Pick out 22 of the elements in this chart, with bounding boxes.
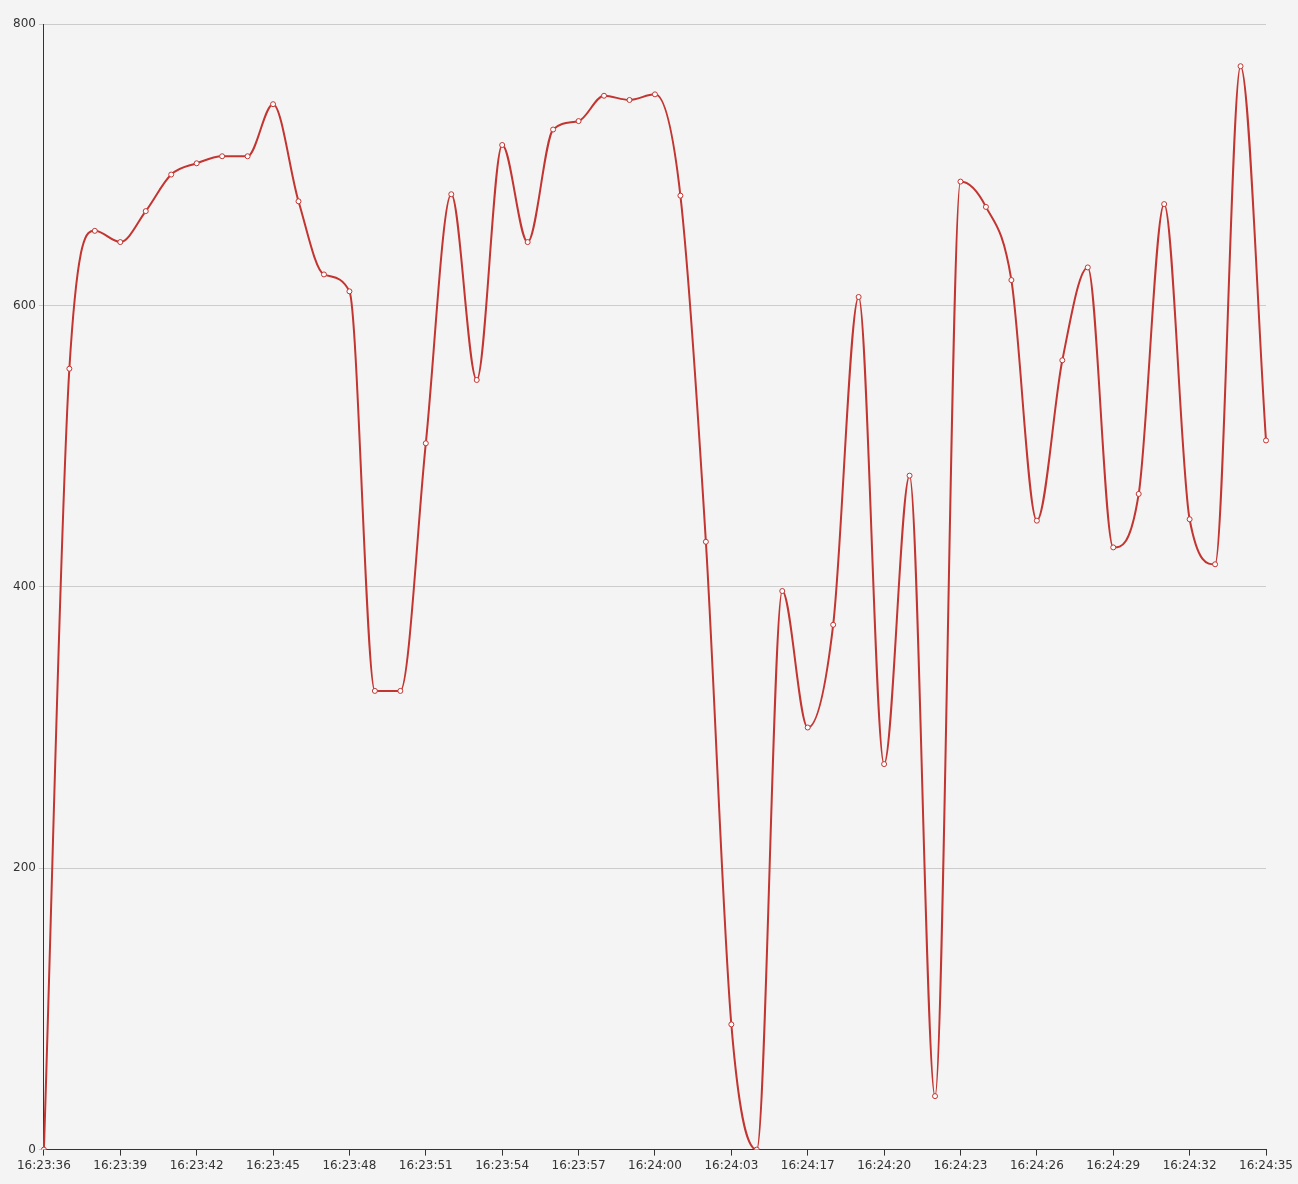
x-tick-label: 16:23:36 <box>16 1157 71 1172</box>
x-tick-label: 16:23:54 <box>475 1157 530 1172</box>
x-tick-label: 16:23:42 <box>169 1157 224 1172</box>
x-tick-label: 16:23:51 <box>398 1157 453 1172</box>
y-tick-label: 0 <box>28 1141 36 1156</box>
x-tick-label: 16:24:26 <box>1009 1157 1064 1172</box>
x-tick-label: 16:24:35 <box>1239 1157 1293 1172</box>
x-tick-label: 16:24:00 <box>628 1157 682 1172</box>
y-tick-label: 400 <box>13 578 36 593</box>
x-tick-label: 16:23:39 <box>93 1157 148 1172</box>
y-tick-label: 600 <box>13 297 36 312</box>
x-tick-label: 16:24:17 <box>780 1157 835 1172</box>
x-tick-label: 16:24:20 <box>857 1157 912 1172</box>
x-tick-label: 16:24:03 <box>704 1157 759 1172</box>
x-tick-label: 16:23:48 <box>322 1157 377 1172</box>
x-tick-label: 16:24:23 <box>933 1157 988 1172</box>
x-tick-label: 16:24:32 <box>1162 1157 1217 1172</box>
x-tick-label: 16:23:57 <box>551 1157 606 1172</box>
x-tick-label: 16:24:29 <box>1086 1157 1141 1172</box>
y-tick-label: 200 <box>13 860 36 875</box>
x-tick-label: 16:23:45 <box>246 1157 300 1172</box>
y-tick-label: 800 <box>13 16 36 31</box>
